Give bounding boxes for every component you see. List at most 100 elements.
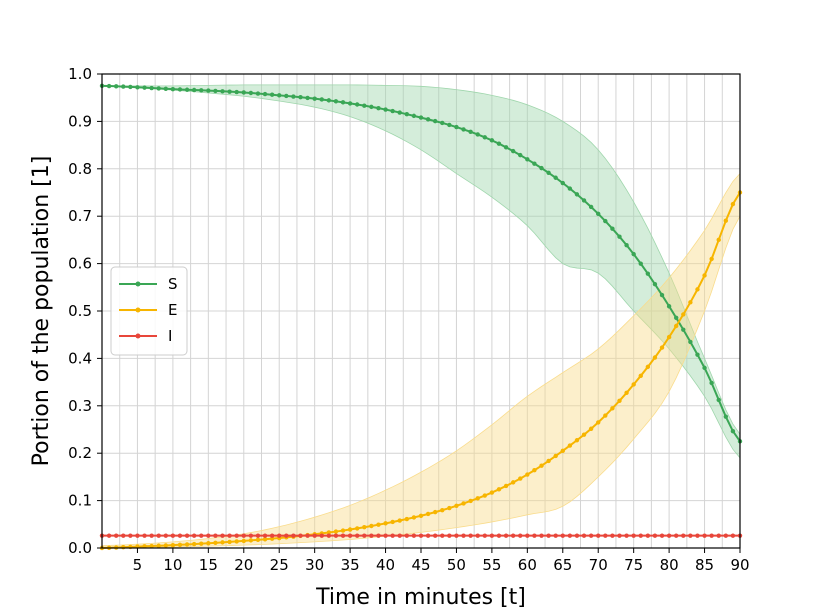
- data-point: [241, 538, 246, 544]
- data-point: [702, 533, 707, 538]
- y-tick-label: 0.1: [68, 492, 92, 510]
- data-point: [489, 533, 495, 538]
- data-point: [383, 533, 388, 538]
- data-point: [596, 533, 601, 538]
- data-point: [312, 533, 317, 538]
- data-point: [624, 390, 629, 396]
- data-point: [220, 540, 225, 545]
- data-point: [319, 97, 324, 102]
- data-point: [468, 533, 473, 538]
- data-point: [326, 530, 332, 535]
- data-point: [149, 85, 154, 91]
- data-point: [206, 88, 211, 93]
- data-point: [652, 533, 658, 538]
- data-point: [489, 138, 495, 143]
- y-tick-label: 1.0: [68, 65, 92, 83]
- data-point: [206, 541, 211, 546]
- legend-item-s: S: [119, 275, 178, 293]
- legend-item-i: I: [119, 327, 172, 345]
- data-point: [312, 96, 317, 101]
- data-point: [674, 533, 679, 538]
- data-point: [404, 111, 410, 117]
- data-point: [638, 261, 643, 266]
- data-point: [674, 323, 679, 329]
- data-point: [539, 533, 544, 538]
- data-point: [241, 90, 246, 95]
- data-point: [376, 533, 381, 538]
- data-point: [255, 533, 261, 538]
- y-tick-label: 0.9: [68, 112, 92, 130]
- data-point: [567, 186, 573, 191]
- data-point: [163, 86, 168, 92]
- data-point: [503, 533, 509, 538]
- data-point: [730, 533, 736, 538]
- data-point: [418, 115, 424, 120]
- series-s: [99, 83, 743, 444]
- data-point: [518, 152, 523, 158]
- data-point: [305, 95, 310, 101]
- data-point: [730, 201, 736, 207]
- data-point: [284, 93, 289, 99]
- data-point: [539, 463, 544, 468]
- legend-swatch-marker: [135, 333, 141, 339]
- data-point: [411, 113, 417, 119]
- data-point: [482, 533, 487, 538]
- legend-label: E: [168, 301, 177, 319]
- data-point: [213, 540, 218, 546]
- data-point: [199, 533, 204, 538]
- data-point: [574, 192, 580, 197]
- data-point: [269, 92, 275, 97]
- data-point: [553, 175, 558, 180]
- data-point: [170, 542, 176, 548]
- x-tick-label: 45: [411, 556, 430, 574]
- data-point: [425, 533, 431, 538]
- data-point: [298, 95, 303, 100]
- data-point: [659, 292, 665, 298]
- data-point: [610, 406, 615, 411]
- data-point: [347, 533, 353, 538]
- data-point: [461, 501, 466, 506]
- data-point: [652, 355, 658, 360]
- data-point: [269, 533, 275, 538]
- data-point: [688, 533, 693, 538]
- data-point: [518, 533, 523, 538]
- data-point: [709, 256, 714, 262]
- data-point: [702, 273, 707, 278]
- data-point: [376, 522, 381, 527]
- data-point: [397, 518, 402, 523]
- data-point: [347, 527, 353, 532]
- data-point: [284, 533, 289, 538]
- data-point: [333, 529, 339, 534]
- data-point: [121, 545, 126, 550]
- data-point: [603, 533, 608, 538]
- data-point: [383, 521, 388, 526]
- data-point: [376, 105, 381, 111]
- data-point: [638, 373, 643, 379]
- data-point: [241, 533, 246, 538]
- data-point: [638, 533, 643, 538]
- data-point: [184, 542, 190, 547]
- data-point: [681, 327, 686, 332]
- data-point: [624, 242, 629, 248]
- data-point: [262, 533, 268, 538]
- data-point: [255, 91, 261, 96]
- data-point: [255, 537, 261, 543]
- x-tick-label: 55: [482, 556, 501, 574]
- data-point: [588, 426, 594, 431]
- data-point: [227, 539, 232, 545]
- x-tick-label: 70: [589, 556, 608, 574]
- data-point: [496, 141, 502, 146]
- data-point: [723, 414, 729, 419]
- data-point: [525, 472, 530, 477]
- data-point: [326, 98, 332, 103]
- data-point: [362, 533, 367, 538]
- data-point: [397, 110, 402, 115]
- data-point: [574, 533, 580, 538]
- data-point: [262, 537, 268, 542]
- x-tick-label: 80: [660, 556, 679, 574]
- data-point: [355, 533, 360, 538]
- x-tick-label: 75: [624, 556, 643, 574]
- data-point: [631, 533, 636, 538]
- y-tick-label: 0.4: [68, 349, 92, 367]
